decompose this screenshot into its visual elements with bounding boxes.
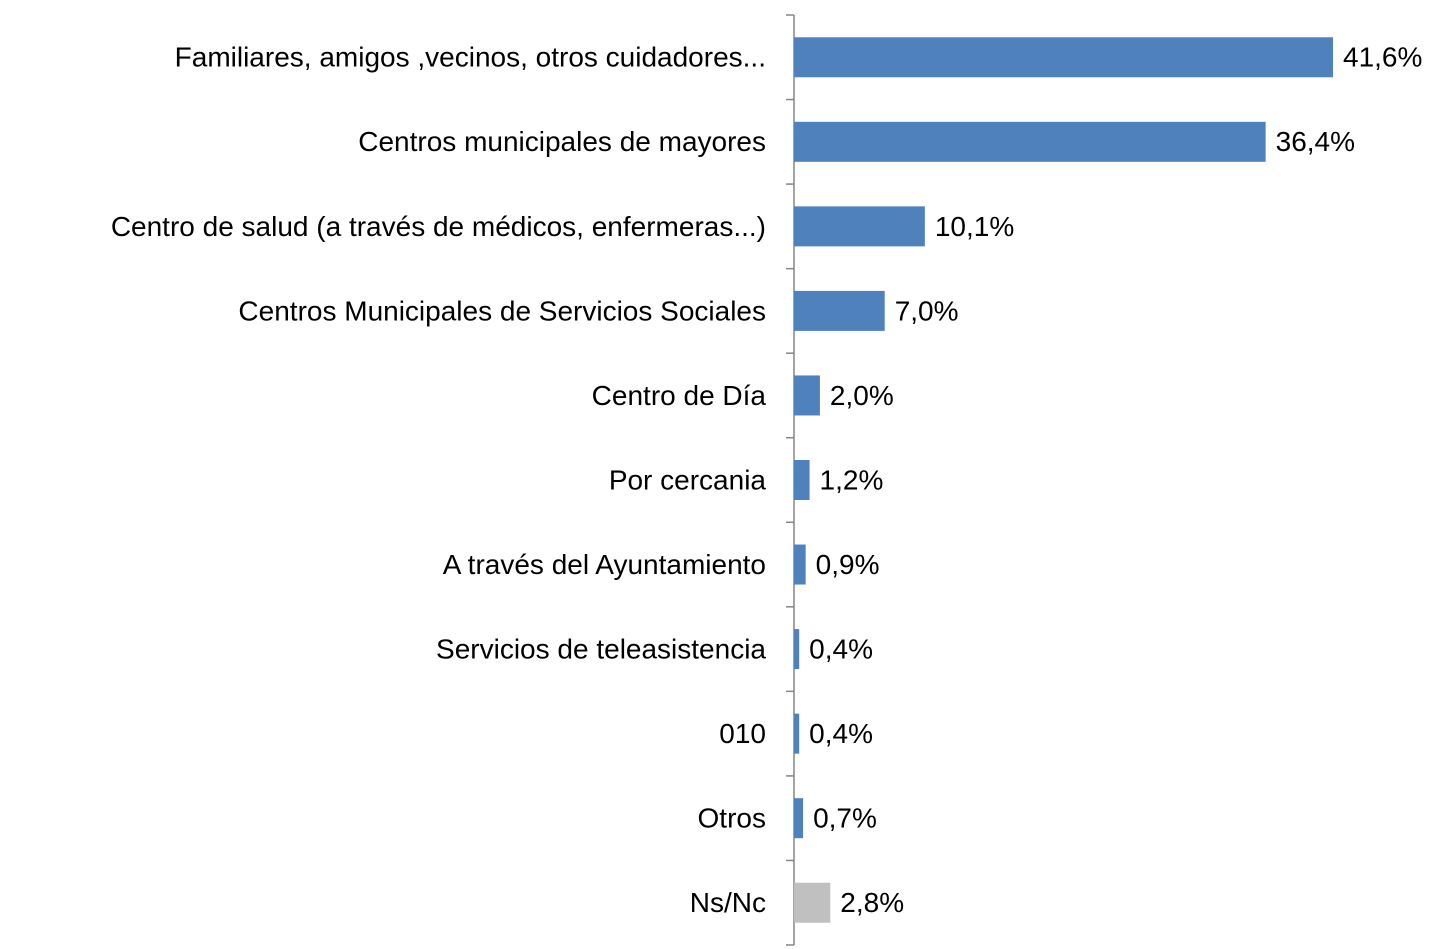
bar [794,713,800,754]
value-label: 7,0% [895,295,959,326]
category-label: Centro de salud (a través de médicos, en… [111,211,766,242]
value-label: 0,7% [813,803,877,834]
value-label: 36,4% [1276,126,1355,157]
bar [794,121,1266,162]
bar [794,375,820,416]
category-label: A través del Ayuntamiento [443,549,766,580]
value-label: 10,1% [935,211,1014,242]
category-label: Centros Municipales de Servicios Sociale… [238,295,766,326]
bar [794,798,804,839]
value-label: 0,9% [816,549,880,580]
value-label: 41,6% [1343,42,1422,73]
bar [794,460,810,500]
value-label: 0,4% [809,633,873,664]
value-label: 2,0% [830,380,894,411]
category-label: Servicios de teleasistencia [436,633,766,664]
bar [794,629,800,670]
category-label: Otros [698,803,766,834]
category-label: Centros municipales de mayores [358,126,766,157]
value-label: 1,2% [820,464,884,495]
category-label: Ns/Nc [690,887,766,918]
category-label: Centro de Día [592,380,767,411]
bar [794,37,1333,78]
value-label: 2,8% [840,887,904,918]
bar [794,544,806,585]
value-label: 0,4% [809,718,873,749]
bar [794,206,925,247]
bar [794,290,885,331]
category-label: Por cercania [609,464,767,495]
category-label: 010 [719,718,766,749]
category-label: Familiares, amigos ,vecinos, otros cuida… [175,42,766,73]
bar [794,882,831,923]
